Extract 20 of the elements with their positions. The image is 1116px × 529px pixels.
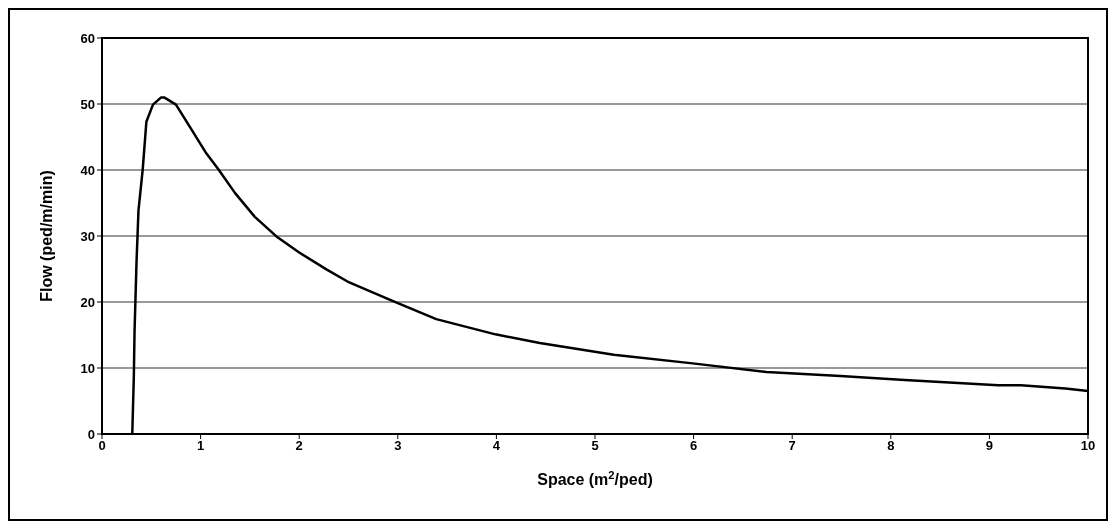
y-tick-label: 60 — [80, 30, 95, 46]
y-axis-title: Flow (ped/m/min) — [38, 170, 55, 302]
x-tick-label: 6 — [689, 438, 698, 454]
y-tick-label: 30 — [80, 228, 95, 244]
x-tick-label: 8 — [887, 438, 895, 454]
y-tick-label: 0 — [87, 426, 95, 442]
y-tick-label: 40 — [80, 162, 95, 178]
x-tick-label: 1 — [196, 438, 205, 454]
x-tick-label: 9 — [985, 438, 994, 454]
x-tick-label: 7 — [788, 438, 796, 454]
y-tick-label: 10 — [80, 360, 95, 376]
y-tick-label: 20 — [80, 294, 95, 310]
x-tick-label: 2 — [295, 438, 303, 454]
x-tick-label: 10 — [1080, 438, 1096, 454]
x-tick-label: 4 — [492, 438, 501, 454]
x-axis-title: Space (m$^{2}$/ped) — [537, 469, 653, 488]
x-tick-label: 3 — [394, 438, 402, 454]
x-tick-label: 0 — [98, 438, 106, 454]
y-tick-label: 50 — [80, 96, 95, 112]
x-tick-label: 5 — [591, 438, 599, 454]
